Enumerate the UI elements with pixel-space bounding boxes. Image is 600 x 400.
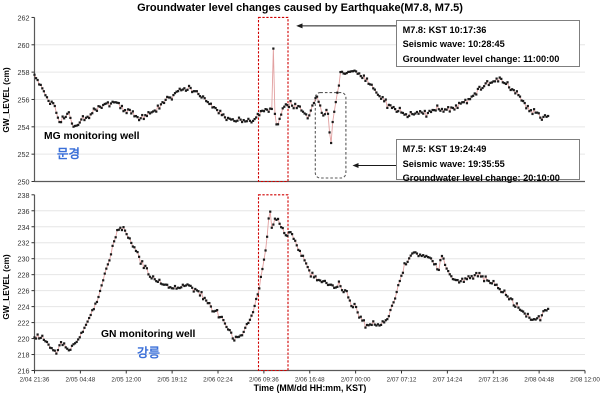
svg-text:2/08 04:48: 2/08 04:48 xyxy=(524,377,554,384)
svg-text:2/05 04:48: 2/05 04:48 xyxy=(65,377,95,384)
svg-text:238: 238 xyxy=(18,192,30,200)
svg-text:220: 220 xyxy=(18,335,30,344)
svg-text:2/05 19:12: 2/05 19:12 xyxy=(157,377,187,384)
svg-text:2/05 12:00: 2/05 12:00 xyxy=(111,377,141,384)
svg-text:GW_LEVEL (cm): GW_LEVEL (cm) xyxy=(1,67,11,133)
svg-text:256: 256 xyxy=(18,95,30,104)
svg-text:2/04 21:36: 2/04 21:36 xyxy=(20,377,50,384)
svg-text:228: 228 xyxy=(18,271,30,280)
svg-text:Time (MM/dd HH:mm, KST): Time (MM/dd HH:mm, KST) xyxy=(254,383,367,393)
svg-text:226: 226 xyxy=(18,287,30,296)
svg-text:224: 224 xyxy=(18,303,30,312)
svg-text:2/08 12:00: 2/08 12:00 xyxy=(570,377,600,384)
svg-text:2/07 07:12: 2/07 07:12 xyxy=(387,377,417,384)
svg-text:218: 218 xyxy=(18,351,30,360)
svg-text:262: 262 xyxy=(18,13,30,22)
svg-text:250: 250 xyxy=(18,178,30,187)
svg-text:260: 260 xyxy=(18,41,30,50)
svg-text:2/07 14:24: 2/07 14:24 xyxy=(432,377,462,384)
svg-text:254: 254 xyxy=(18,123,30,132)
svg-text:230: 230 xyxy=(18,255,30,264)
svg-text:222: 222 xyxy=(18,319,30,328)
svg-text:258: 258 xyxy=(18,68,30,77)
svg-text:234: 234 xyxy=(18,223,30,232)
svg-text:2/06 02:24: 2/06 02:24 xyxy=(203,377,233,384)
svg-text:2/07 21:36: 2/07 21:36 xyxy=(478,377,508,384)
svg-text:236: 236 xyxy=(18,207,30,216)
svg-text:232: 232 xyxy=(18,239,30,248)
svg-text:GW_LEVEL (cm): GW_LEVEL (cm) xyxy=(1,254,11,320)
svg-text:216: 216 xyxy=(18,367,30,376)
svg-text:252: 252 xyxy=(18,150,30,159)
